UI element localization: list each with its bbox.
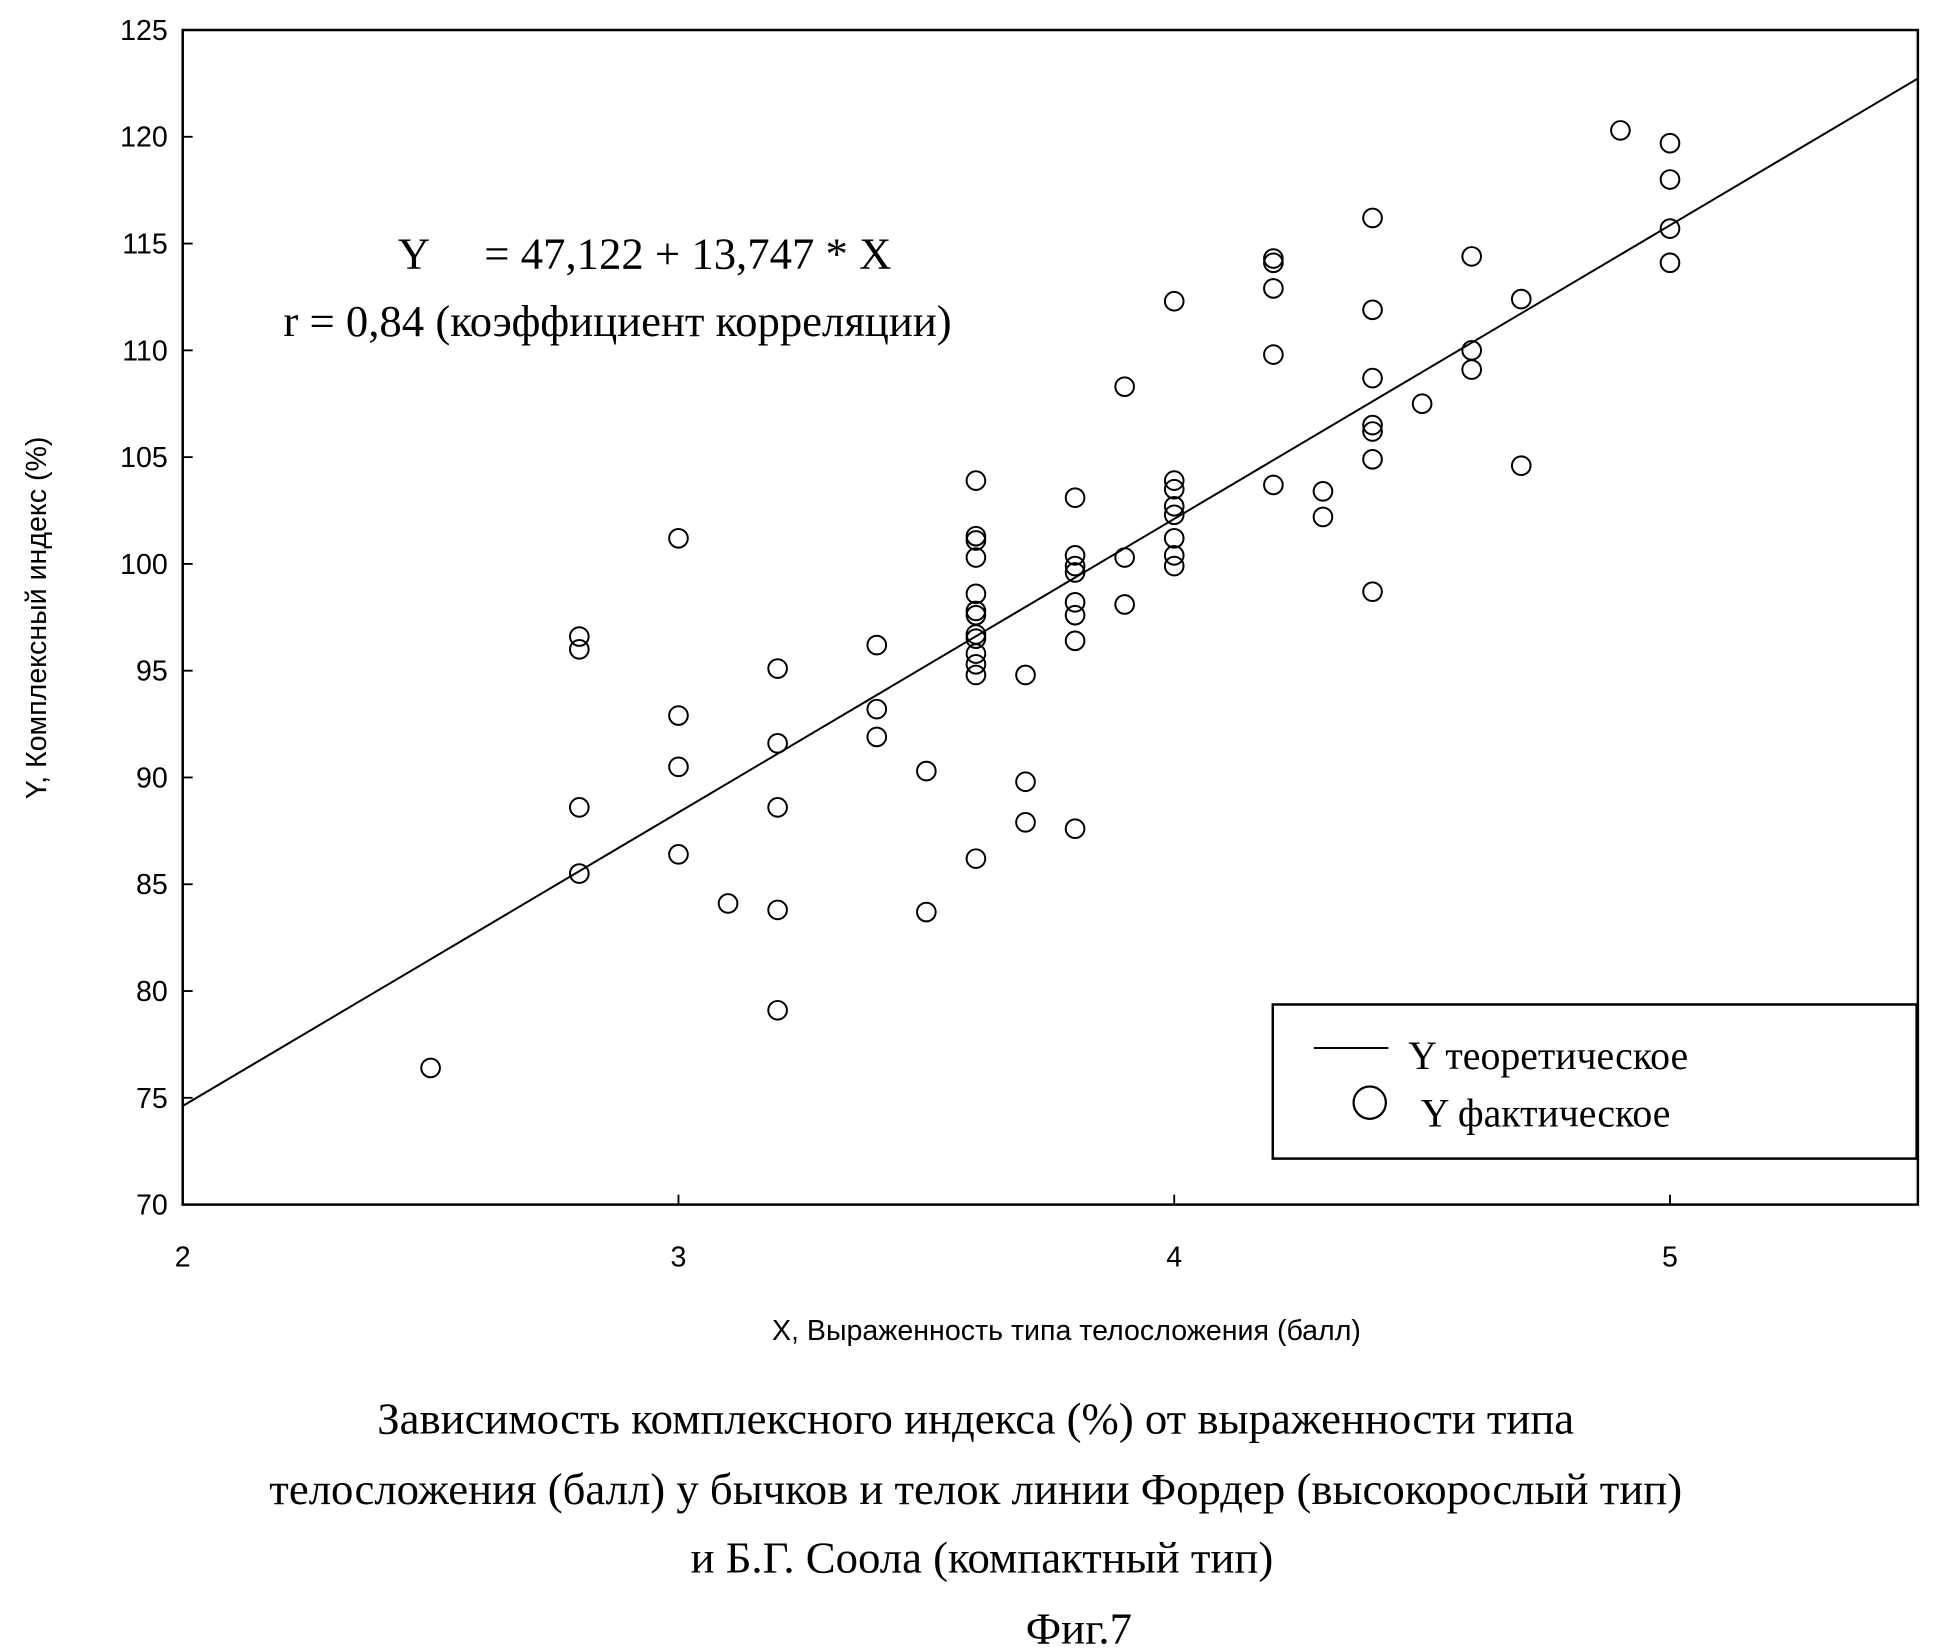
data-point (1512, 456, 1531, 475)
data-point (967, 602, 986, 621)
data-point (421, 1059, 440, 1078)
x-tick-label: 5 (1662, 1242, 1678, 1274)
y-tick-label: 70 (136, 1190, 168, 1222)
data-point (1165, 557, 1184, 576)
data-point (719, 894, 738, 913)
data-point (1264, 253, 1283, 272)
data-point (1661, 134, 1680, 153)
data-point (967, 548, 986, 567)
data-point (768, 659, 787, 678)
y-tick-label: 80 (136, 976, 168, 1008)
data-point (1314, 482, 1333, 501)
data-point (1363, 582, 1382, 601)
data-point (1363, 369, 1382, 388)
x-tick-label: 4 (1166, 1242, 1182, 1274)
data-point (967, 606, 986, 625)
data-point (1165, 292, 1184, 311)
data-point (1264, 249, 1283, 268)
y-tick-label: 115 (122, 229, 168, 261)
y-tick-label: 90 (136, 762, 168, 794)
data-point (967, 531, 986, 550)
x-tick-label: 2 (175, 1242, 191, 1274)
data-point (570, 640, 589, 659)
data-point (967, 527, 986, 546)
data-point (1016, 813, 1035, 832)
data-point (967, 655, 986, 674)
data-point (1611, 121, 1630, 140)
data-point (917, 762, 936, 781)
data-point (768, 734, 787, 753)
data-point (1363, 300, 1382, 319)
data-point (669, 757, 688, 776)
caption-line-2: телосложения (балл) у бычков и телок лин… (269, 1464, 1682, 1514)
data-point (1066, 488, 1085, 507)
data-point (1066, 819, 1085, 838)
scatter-chart: 70 75 80 85 90 95 100 105 110 115 120 125 2 3 4 5 Y = 4… (0, 0, 1939, 1651)
data-point (1512, 290, 1531, 309)
data-point (1363, 450, 1382, 469)
data-point (1314, 508, 1333, 527)
data-point (967, 471, 986, 490)
data-point (867, 636, 886, 655)
data-point (768, 1001, 787, 1020)
data-point (1462, 360, 1481, 379)
legend: Y теоретическое Y фактическое (1273, 1004, 1917, 1158)
y-axis-label: Y, Комплексный индекс (%) (21, 437, 53, 800)
data-point (917, 903, 936, 922)
y-tick-label: 85 (136, 869, 168, 901)
data-point (1264, 345, 1283, 364)
y-tick-label: 125 (120, 15, 168, 47)
caption-line-1: Зависимость комплексного индекса (%) от … (377, 1393, 1574, 1443)
data-point (1413, 394, 1432, 413)
y-tick-label: 100 (120, 549, 168, 581)
y-tick-label: 75 (136, 1083, 168, 1115)
data-point (967, 625, 986, 644)
data-point (1115, 548, 1134, 567)
data-point (1115, 377, 1134, 396)
data-point (1462, 247, 1481, 266)
data-point (669, 529, 688, 548)
data-point (1661, 170, 1680, 189)
correlation-label: r = 0,84 (коэффициент корреляции) (283, 296, 951, 346)
data-point (669, 706, 688, 725)
caption-line-3: и Б.Г. Соола (компактный тип) (691, 1533, 1274, 1583)
data-point (1066, 631, 1085, 650)
data-point (967, 849, 986, 868)
y-tick-label: 120 (120, 122, 168, 154)
data-point (768, 901, 787, 920)
data-point (1264, 279, 1283, 298)
data-point (1066, 546, 1085, 565)
legend-point-label: Y фактическое (1421, 1091, 1671, 1135)
data-point (570, 864, 589, 883)
data-point (867, 700, 886, 719)
data-point (768, 798, 787, 817)
data-point (1165, 529, 1184, 548)
equation-label: Y = 47,122 + 13,747 * X (398, 229, 892, 279)
y-tick-label: 105 (120, 442, 168, 474)
legend-line-label: Y теоретическое (1408, 1034, 1688, 1078)
data-point (570, 798, 589, 817)
y-tick-label: 110 (122, 335, 168, 367)
data-point (1661, 253, 1680, 272)
data-point (1066, 606, 1085, 625)
data-point (669, 845, 688, 864)
data-point (1165, 546, 1184, 565)
data-point (867, 728, 886, 747)
data-point (1016, 666, 1035, 685)
data-point (1115, 595, 1134, 614)
data-point (1016, 772, 1035, 791)
data-point (967, 584, 986, 603)
x-tick-label: 3 (671, 1242, 687, 1274)
y-tick-label: 95 (136, 656, 168, 688)
data-point (1363, 209, 1382, 228)
data-point (967, 666, 986, 685)
data-point (1264, 476, 1283, 495)
figure-number: Фиг.7 (1026, 1603, 1132, 1651)
x-axis-label: X, Выраженность типа телосложения (балл) (772, 1315, 1361, 1347)
